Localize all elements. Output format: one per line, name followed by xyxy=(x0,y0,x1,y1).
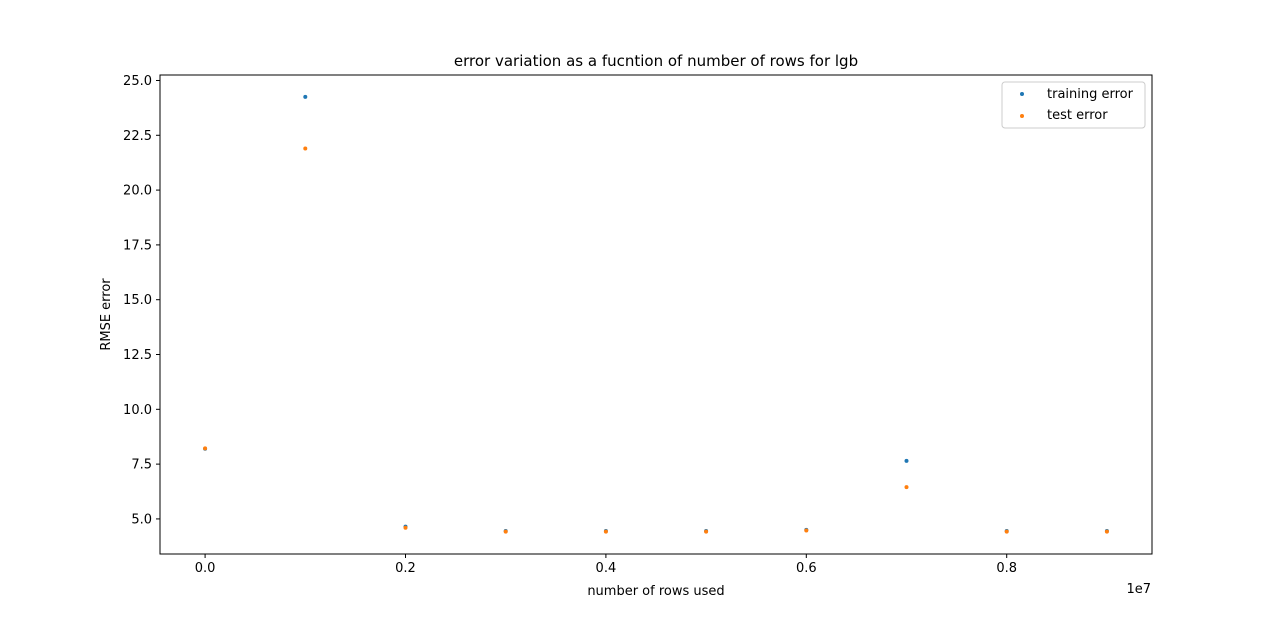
legend-marker-test-error xyxy=(1020,114,1024,118)
data-point-test-error xyxy=(804,528,809,533)
data-point-test-error xyxy=(403,525,408,530)
y-axis-label: RMSE error xyxy=(99,278,114,351)
legend-marker-training-error xyxy=(1020,92,1024,96)
x-tick-label: 0.8 xyxy=(996,561,1017,576)
data-point-test-error xyxy=(503,529,508,534)
data-point-test-error xyxy=(704,529,709,534)
y-tick-label: 22.5 xyxy=(123,129,152,144)
y-tick-label: 20.0 xyxy=(123,184,152,199)
x-tick-label: 0.2 xyxy=(395,561,416,576)
data-point-test-error xyxy=(603,529,608,534)
y-tick-label: 10.0 xyxy=(123,403,152,418)
y-tick-label: 5.0 xyxy=(131,512,152,527)
data-point-test-error xyxy=(1004,529,1009,534)
data-point-test-error xyxy=(203,446,208,451)
x-tick-label: 0.6 xyxy=(796,561,817,576)
x-axis-offset-label: 1e7 xyxy=(1126,582,1151,597)
data-point-training-error xyxy=(303,94,308,99)
legend-label-test-error: test error xyxy=(1047,108,1108,123)
x-tick-label: 0.4 xyxy=(596,561,617,576)
data-point-test-error xyxy=(1104,529,1109,534)
y-tick-label: 12.5 xyxy=(123,348,152,363)
legend-label-training-error: training error xyxy=(1047,87,1134,102)
chart-title: error variation as a fucntion of number … xyxy=(454,52,858,70)
x-tick-label: 0.0 xyxy=(195,561,216,576)
data-point-test-error xyxy=(904,485,909,490)
x-axis-ticks: 0.0 0.2 0.4 0.6 0.8 xyxy=(195,554,1017,576)
y-axis-ticks: 5.0 7.5 10.0 12.5 15.0 17.5 20.0 22.5 25.0 xyxy=(123,74,160,527)
data-points xyxy=(203,94,1109,534)
y-tick-label: 17.5 xyxy=(123,238,152,253)
legend-box xyxy=(1001,81,1146,129)
y-tick-label: 7.5 xyxy=(131,458,152,473)
y-tick-label: 25.0 xyxy=(123,74,152,89)
legend: training error test error xyxy=(1001,81,1146,129)
x-axis-label: number of rows used xyxy=(587,584,724,599)
data-point-test-error xyxy=(303,146,308,151)
plot-area-frame xyxy=(159,74,1153,555)
y-tick-label: 15.0 xyxy=(123,293,152,308)
data-point-training-error xyxy=(904,458,909,463)
